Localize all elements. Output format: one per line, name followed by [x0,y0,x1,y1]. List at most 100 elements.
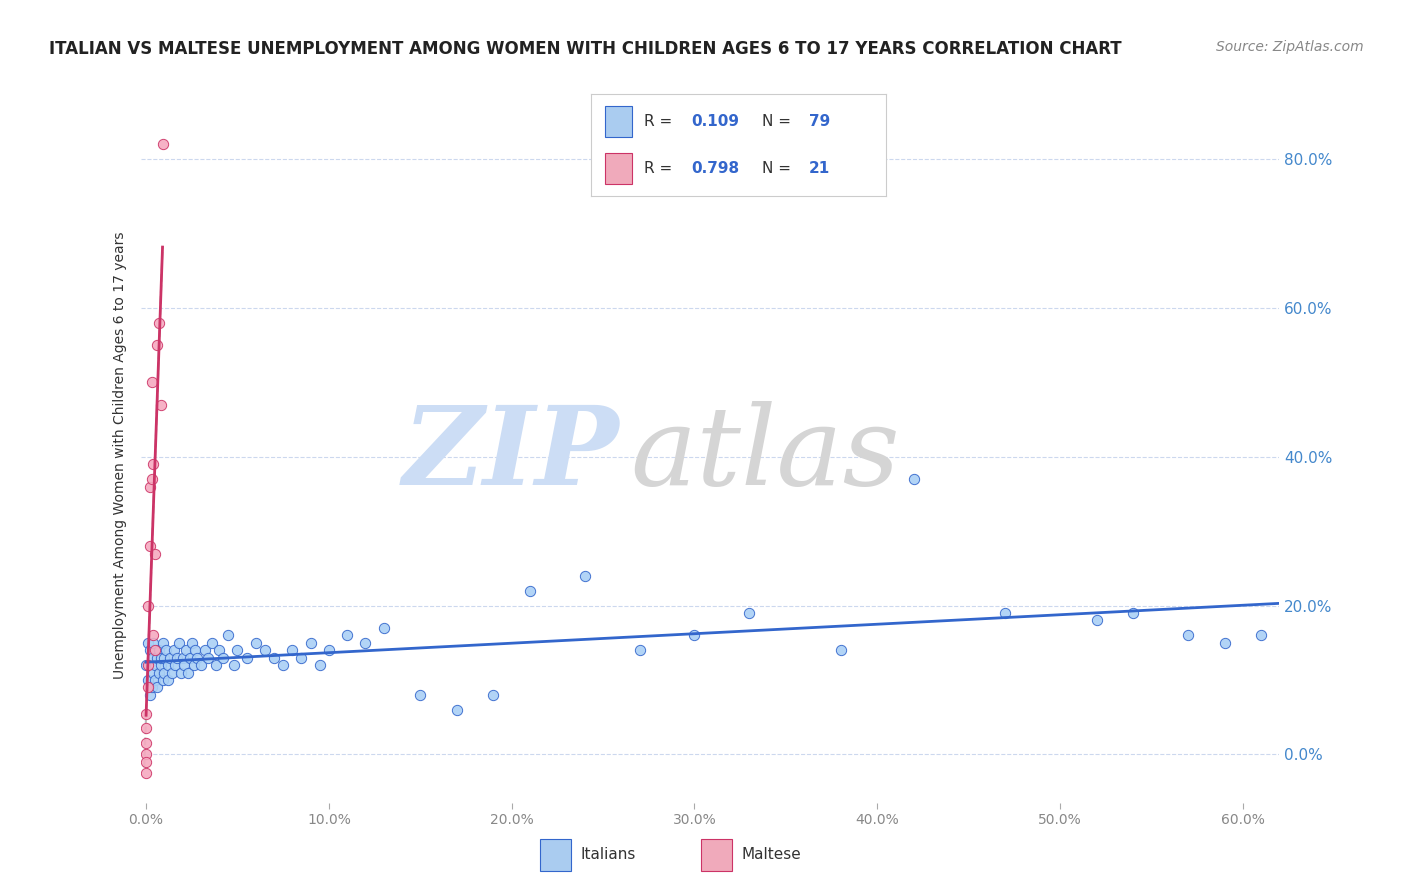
Point [166,650,188,665]
Text: 21: 21 [808,161,831,176]
Point [139,688,162,702]
Point [208,643,231,657]
Point [149,650,172,665]
Point [173,658,195,673]
Point [194,643,217,657]
Point [155,643,177,657]
Point [482,688,505,702]
Point [141,376,163,390]
Point [1177,628,1199,642]
Text: 0.798: 0.798 [690,161,740,176]
Point [141,650,163,665]
Text: ITALIAN VS MALTESE UNEMPLOYMENT AMONG WOMEN WITH CHILDREN AGES 6 TO 17 YEARS COR: ITALIAN VS MALTESE UNEMPLOYMENT AMONG WO… [49,40,1122,58]
Point [170,665,193,680]
Point [628,643,651,657]
Point [142,636,165,650]
Point [139,539,162,553]
Point [146,338,169,352]
Point [373,621,395,635]
Text: 79: 79 [808,114,831,128]
Point [281,643,304,657]
Point [409,688,432,702]
Point [180,636,202,650]
Point [336,628,359,642]
Point [148,316,170,330]
Point [136,673,159,687]
Point [318,643,340,657]
Text: R =: R = [644,114,676,128]
FancyBboxPatch shape [606,153,631,184]
Point [994,606,1017,620]
Point [190,658,212,673]
Point [183,658,205,673]
Point [1085,614,1108,628]
Point [135,722,157,736]
Point [135,706,157,721]
Point [308,658,330,673]
Point [160,665,183,680]
Point [197,650,219,665]
Point [1250,628,1272,642]
Point [157,673,180,687]
Point [245,636,267,650]
Point [135,736,157,750]
FancyBboxPatch shape [702,839,733,871]
Point [222,658,245,673]
Point [143,547,166,561]
Point [217,628,239,642]
Text: 0.109: 0.109 [690,114,740,128]
Point [149,398,172,412]
Point [139,479,162,493]
Point [139,643,162,657]
Point [159,650,181,665]
Point [354,636,377,650]
Point [179,650,201,665]
Point [152,673,174,687]
Point [148,665,170,680]
Point [152,636,174,650]
Point [172,650,194,665]
Text: Italians: Italians [581,847,636,862]
Text: atlas: atlas [630,401,900,508]
Text: N =: N = [762,114,796,128]
Point [142,628,165,642]
Point [201,636,224,650]
Point [146,681,169,695]
Point [142,457,165,471]
Point [143,643,166,657]
Point [135,747,157,762]
Point [212,650,235,665]
Point [184,643,207,657]
Point [135,755,157,769]
FancyBboxPatch shape [540,839,571,871]
Point [226,643,249,657]
Point [1122,606,1144,620]
Point [165,658,187,673]
FancyBboxPatch shape [606,106,631,136]
Point [146,650,169,665]
Text: Source: ZipAtlas.com: Source: ZipAtlas.com [1216,40,1364,54]
Point [235,650,257,665]
Point [162,643,184,657]
Point [299,636,322,650]
Text: R =: R = [644,161,676,176]
Y-axis label: Unemployment Among Women with Children Ages 6 to 17 years: Unemployment Among Women with Children A… [114,231,128,679]
Point [167,636,190,650]
Point [683,628,706,642]
Point [290,650,312,665]
Point [263,650,285,665]
Point [177,665,200,680]
Point [142,665,165,680]
Point [152,137,174,152]
Point [153,650,176,665]
Point [830,643,852,657]
Point [149,658,172,673]
Text: ZIP: ZIP [402,401,619,508]
Point [903,472,925,486]
Point [1213,636,1236,650]
Point [136,681,159,695]
Point [143,658,166,673]
Point [176,643,198,657]
Point [141,472,163,486]
Text: Maltese: Maltese [741,847,801,862]
